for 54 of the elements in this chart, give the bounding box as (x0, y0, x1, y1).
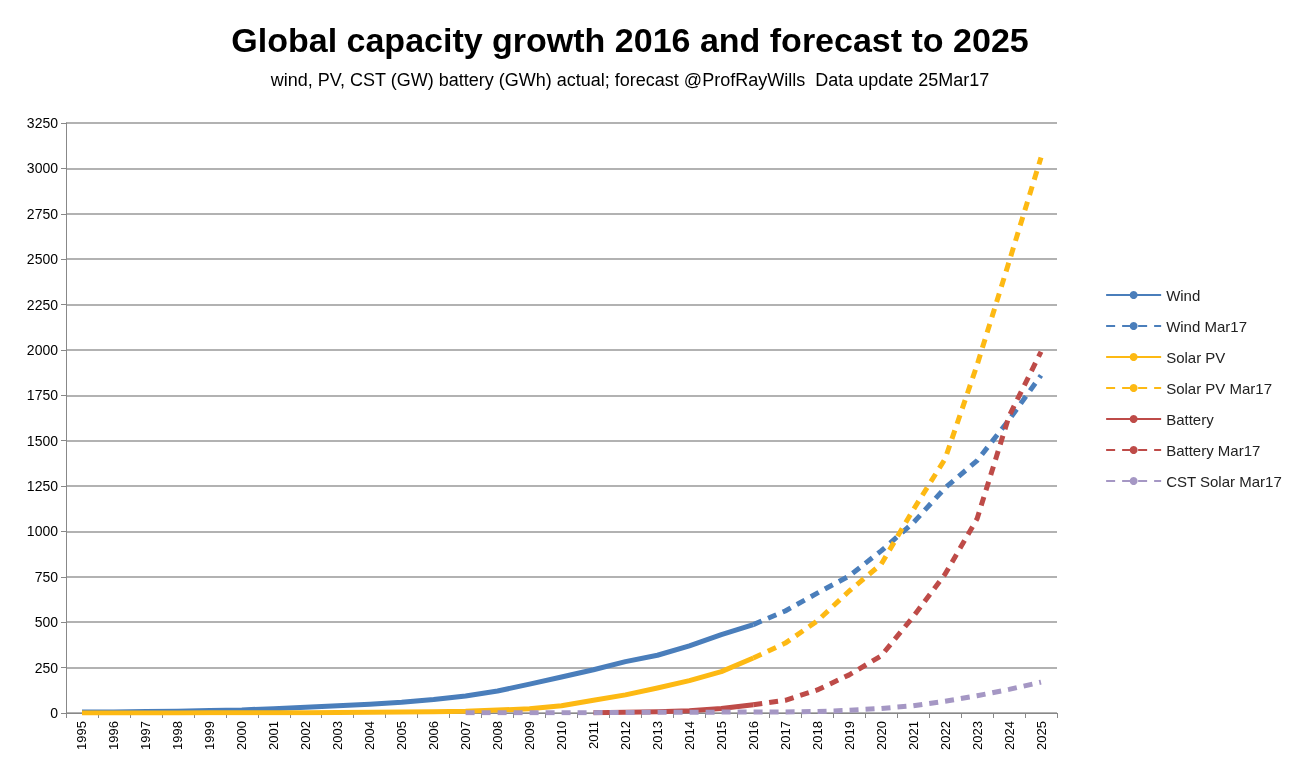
x-tick-label: 2006 (426, 721, 442, 750)
x-tick-label: 2004 (362, 721, 378, 750)
x-tick-label: 2001 (266, 721, 282, 750)
y-tick-label: 250 (34, 659, 59, 676)
y-tick-label: 3250 (26, 115, 59, 131)
x-tick-label: 2003 (330, 721, 346, 750)
x-tick-label: 2011 (585, 721, 601, 749)
y-tick-label: 0 (50, 705, 59, 721)
y-tick-label: 3000 (26, 160, 59, 177)
y-tick-label: 1500 (26, 432, 59, 449)
y-tick-label: 2250 (26, 296, 59, 313)
x-tick-label: 2007 (458, 721, 474, 750)
x-tick-label: 2023 (969, 721, 985, 750)
x-tick-label: 2022 (937, 721, 953, 750)
x-tick-label: 2013 (649, 721, 665, 750)
x-tick-label: 2015 (713, 721, 729, 750)
legend-label: Solar PV Mar17 (1166, 379, 1273, 397)
x-tick-label: 1995 (74, 721, 90, 750)
chart-subtitle: wind, PV, CST (GW) battery (GWh) actual; forecast @ProfRayWills Data update 25Mar17 (269, 70, 990, 90)
x-tick-label: 2009 (522, 721, 538, 750)
x-tick-label: 2017 (777, 721, 793, 750)
legend-label: Battery Mar17 (1166, 441, 1261, 459)
x-tick-label: 2000 (234, 721, 250, 750)
x-tick-label: 1999 (202, 721, 218, 750)
legend-label: Battery (1166, 410, 1215, 428)
x-tick-label: 2002 (298, 721, 314, 750)
x-tick-label: 2008 (490, 721, 506, 750)
legend-label: Wind (1166, 286, 1201, 304)
legend-label: Wind Mar17 (1166, 317, 1247, 335)
y-tick-label: 2000 (26, 341, 59, 358)
legend-label: Solar PV (1166, 348, 1226, 366)
y-tick-label: 1250 (26, 478, 59, 495)
x-tick-label: 1998 (170, 721, 186, 750)
x-tick-label: 2020 (873, 721, 889, 750)
x-tick-label: 2005 (394, 721, 410, 750)
x-tick-label: 2016 (745, 721, 761, 750)
y-tick-label: 1750 (26, 387, 59, 404)
x-tick-label: 2012 (617, 721, 633, 750)
x-tick-label: 1997 (138, 721, 154, 750)
x-tick-label: 2019 (841, 721, 857, 750)
legend-label: CST Solar Mar17 (1166, 472, 1282, 490)
x-tick-label: 2024 (1001, 721, 1017, 750)
y-tick-label: 2500 (26, 251, 59, 268)
x-tick-label: 1996 (106, 721, 122, 750)
x-tick-label: 2025 (1033, 721, 1049, 750)
x-tick-label: 2018 (809, 721, 825, 750)
y-tick-label: 500 (34, 614, 59, 631)
y-tick-label: 2750 (26, 205, 59, 222)
x-tick-label: 2014 (681, 721, 697, 750)
y-tick-label: 750 (34, 568, 59, 585)
y-tick-label: 1000 (26, 523, 59, 540)
x-tick-label: 2021 (905, 721, 921, 750)
x-tick-label: 2010 (554, 721, 569, 750)
chart-title: Global capacity growth 2016 and forecast to 2025 (231, 21, 1029, 59)
